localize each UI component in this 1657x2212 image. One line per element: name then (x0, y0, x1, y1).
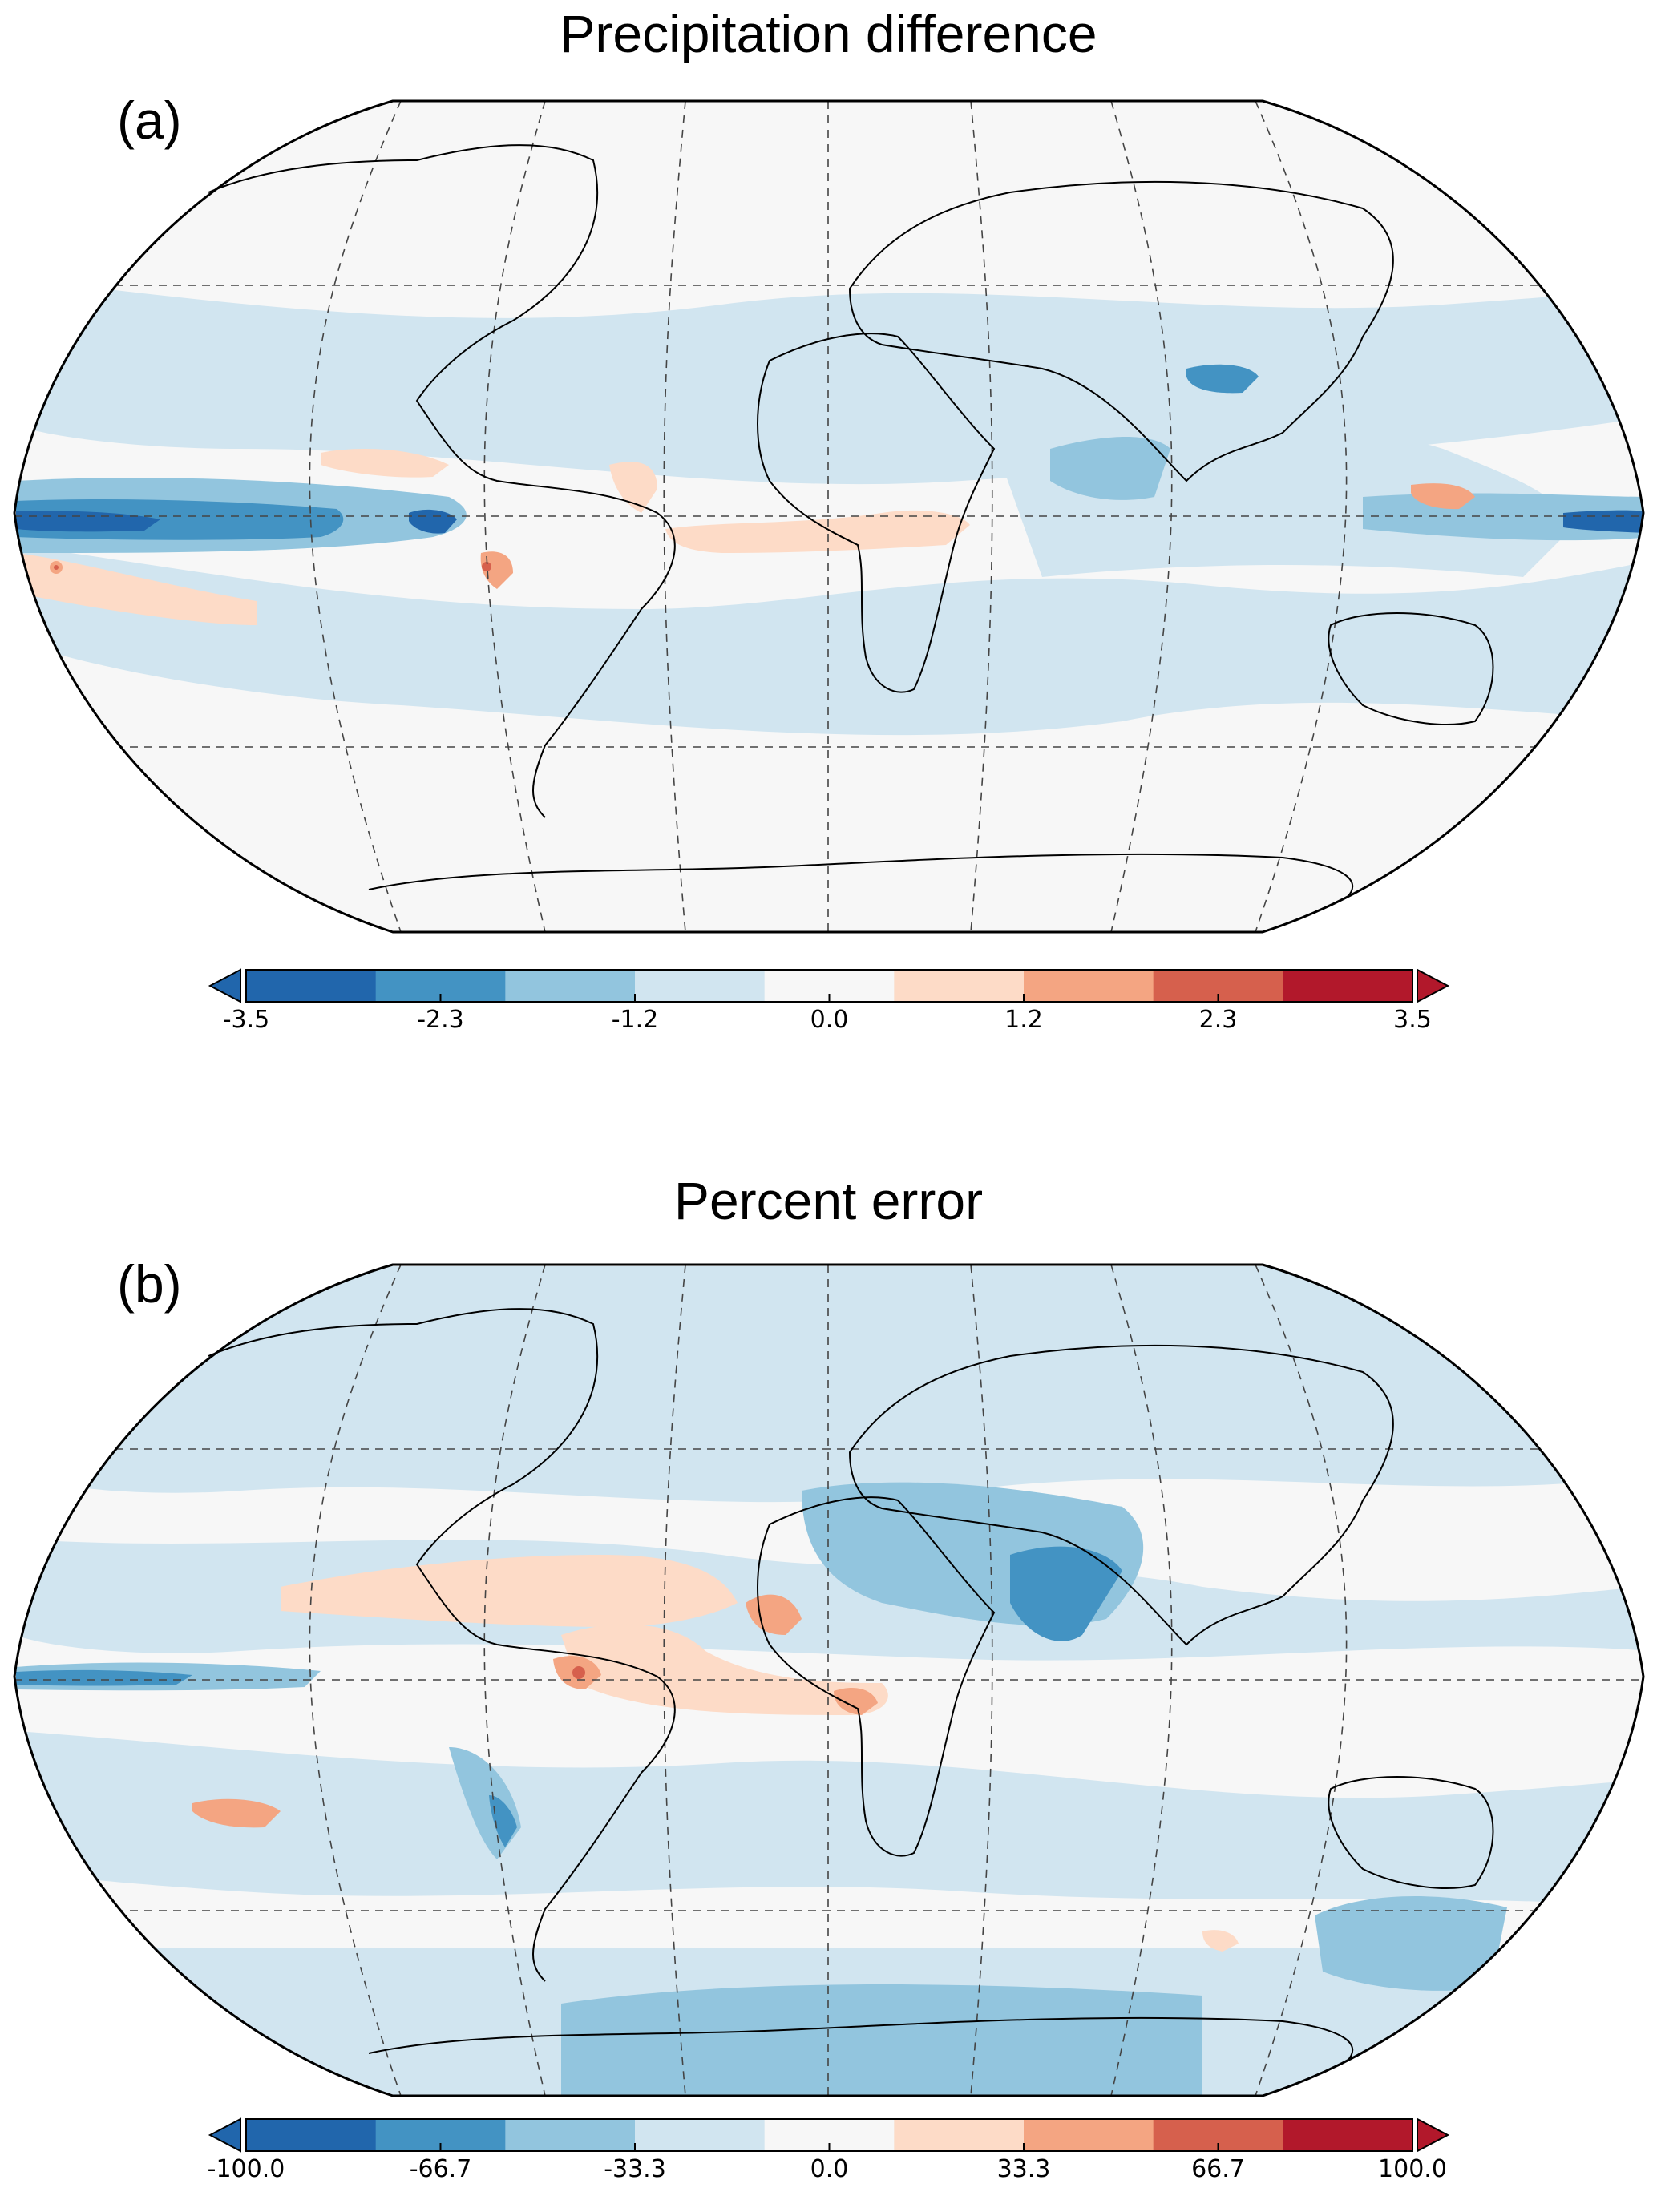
panel-a-contours (16, 281, 1643, 736)
colorbar-tick-label: 0.0 (810, 1006, 849, 1034)
colorbar-tick-label: 0.0 (810, 2155, 849, 2183)
colorbar-extend-low (208, 2117, 241, 2153)
panel-b-coastlines (208, 1308, 1494, 2062)
colorbar-segment (635, 2119, 766, 2151)
colorbar-tick-label: 66.7 (1191, 2155, 1245, 2183)
colorbar-segment (894, 970, 1025, 1002)
colorbar-segment (894, 2119, 1025, 2151)
colorbar-segment (505, 2119, 636, 2151)
colorbar-tick-label: 33.3 (997, 2155, 1051, 2183)
colorbar-extend-high (1417, 2117, 1450, 2153)
panel-a-label: (a) (117, 91, 182, 150)
colorbar-tick-label: 3.5 (1393, 1006, 1432, 1034)
panel-a-title: Precipitation difference (560, 4, 1097, 63)
colorbar-segment (1024, 2119, 1154, 2151)
colorbar-extend-low (208, 968, 241, 1003)
colorbar-tick-label: -3.5 (223, 1006, 270, 1034)
panel-b-map (13, 1263, 1645, 2097)
colorbar-tick-label: 100.0 (1378, 2155, 1447, 2183)
colorbar-segment (246, 2119, 377, 2151)
colorbar-segment (635, 970, 766, 1002)
colorbar-segment (246, 970, 377, 1002)
colorbar-segment (505, 970, 636, 1002)
colorbar-segments (246, 970, 1413, 1002)
colorbar-segment (1024, 970, 1154, 1002)
panel-a-colorbar: -3.5 -2.3 -1.2 0.0 1.2 2.3 3.5 (208, 968, 1450, 1034)
panel-a-map (13, 99, 1645, 934)
colorbar-tick-label: -33.3 (604, 2155, 666, 2183)
panel-a: Precipitation difference (13, 4, 1645, 1034)
panel-b-gridlines (14, 1265, 1643, 2096)
panel-b-label: (b) (117, 1254, 182, 1314)
panel-b-colorbar: -100.0 -66.7 -33.3 0.0 33.3 66.7 100.0 (208, 2117, 1450, 2183)
panel-b-contours (16, 1266, 1643, 2096)
panel-b: Percent error (0, 1106, 1657, 2212)
map-outline (13, 1263, 1645, 2097)
colorbar-tick-label: -2.3 (417, 1006, 464, 1034)
colorbar-segment (1283, 2119, 1413, 2151)
panel-a-gridlines (14, 101, 1643, 932)
colorbar-tick-label: 1.2 (1004, 1006, 1043, 1034)
colorbar-tick-label: -66.7 (410, 2155, 472, 2183)
colorbar-tick-label: -1.2 (612, 1006, 659, 1034)
panel-a-coastlines (208, 144, 1494, 898)
colorbar-tick-label: 2.3 (1199, 1006, 1238, 1034)
panel-b-title: Percent error (673, 1171, 984, 1230)
colorbar-tick-label: -100.0 (208, 2155, 285, 2183)
colorbar-extend-high (1417, 968, 1450, 1003)
colorbar-segment (1283, 970, 1413, 1002)
map-outline (13, 99, 1645, 934)
